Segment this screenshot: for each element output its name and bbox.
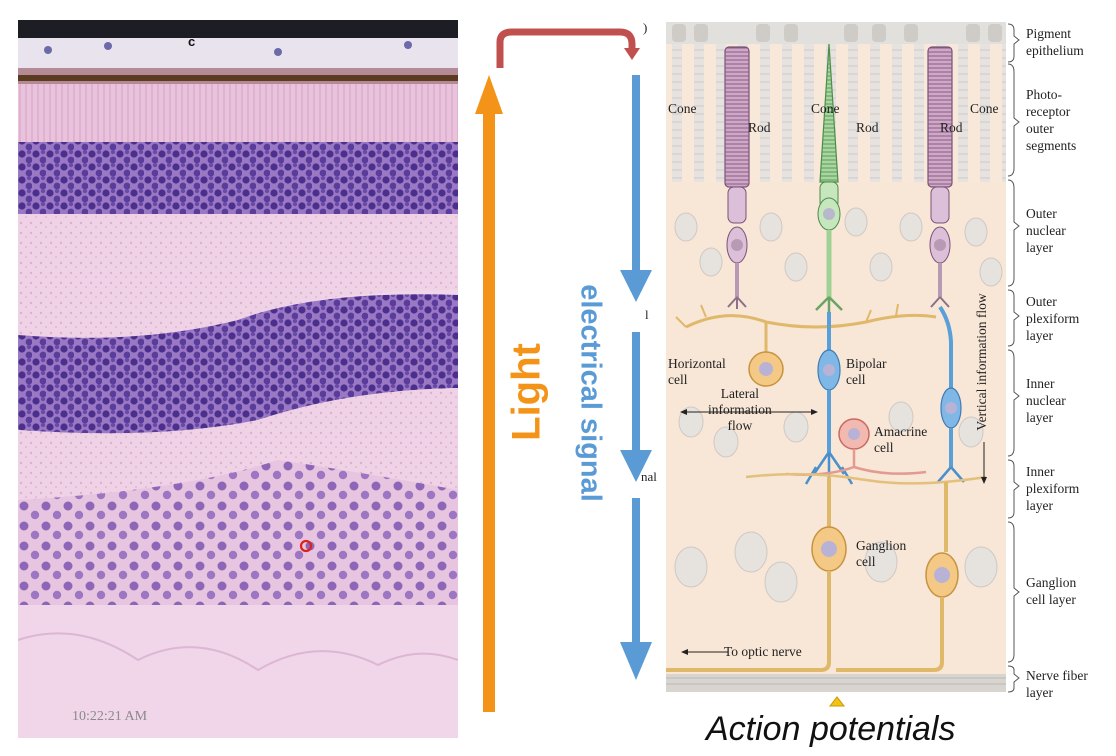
layer-label-inner-plexiform: Inner plexiform layer <box>1026 464 1080 513</box>
caption-action-potentials: Action potentials <box>706 710 956 748</box>
retina-schematic <box>666 22 1006 692</box>
label-rod-mid: Rod <box>856 120 879 135</box>
timestamp: 10:22:21 AM <box>72 709 148 724</box>
bipolar-cell-right <box>937 305 965 483</box>
horizontal-cell <box>675 303 937 387</box>
ganglion-cell <box>666 477 847 672</box>
layer-label-outer-plexiform: Outer plexiform layer <box>1026 294 1080 343</box>
feedback-arrow <box>496 28 640 68</box>
label-amacrine-cell: Amacrine cell <box>874 424 928 455</box>
label-ganglion-cell: Ganglion cell <box>856 538 907 569</box>
signal-arrow-3 <box>620 498 652 680</box>
micrograph-image: c <box>17 20 459 738</box>
cone-cell-mid <box>815 43 843 312</box>
signal-label: electrical signal <box>574 284 607 502</box>
rod-cell-right <box>927 46 953 308</box>
label-vertical-flow: Vertical information flow <box>974 293 989 431</box>
retina-diagram <box>666 22 1006 692</box>
layer-label-photoreceptor-outer-segments: Photo- receptor outer segments <box>1026 87 1077 153</box>
label-cone-right: Cone <box>970 101 999 116</box>
rod-cell-left <box>724 46 750 309</box>
flow-arrows <box>475 28 652 712</box>
cursor-marker <box>299 539 313 553</box>
label-lateral-flow: Lateral information flow <box>708 386 772 433</box>
fragment-l: l <box>645 307 649 322</box>
label-rod-left: Rod <box>748 120 771 135</box>
layer-label-outer-nuclear: Outer nuclear layer <box>1026 206 1066 255</box>
layer-label-inner-nuclear: Inner nuclear layer <box>1026 376 1066 425</box>
layer-brackets <box>1007 23 1020 693</box>
label-horizontal-cell: Horizontal cell <box>668 356 726 387</box>
layer-label-ganglion-cell: Ganglion cell layer <box>1026 575 1077 607</box>
label-optic-nerve: To optic nerve <box>724 644 802 659</box>
pointer-triangle-icon <box>828 696 846 707</box>
light-arrow <box>475 75 503 712</box>
label-cone-left: Cone <box>668 101 697 116</box>
light-label: Light <box>504 343 549 441</box>
retina-micrograph: c <box>17 20 459 738</box>
fragment-paren: ) <box>643 20 648 35</box>
signal-arrow-2 <box>620 332 652 482</box>
label-cone-mid: Cone <box>811 101 840 116</box>
layer-label-nerve-fiber: Nerve fiber layer <box>1026 668 1088 700</box>
label-rod-right: Rod <box>940 120 963 135</box>
label-bipolar-cell: Bipolar cell <box>846 356 887 387</box>
bipolar-cell <box>804 312 854 485</box>
ganglion-cell-right <box>836 482 959 672</box>
signal-arrow-1 <box>620 75 652 302</box>
layer-label-pigment-epithelium: Pigment epithelium <box>1026 26 1084 58</box>
label-c: c <box>188 34 195 49</box>
fragment-nal: nal <box>641 469 657 484</box>
